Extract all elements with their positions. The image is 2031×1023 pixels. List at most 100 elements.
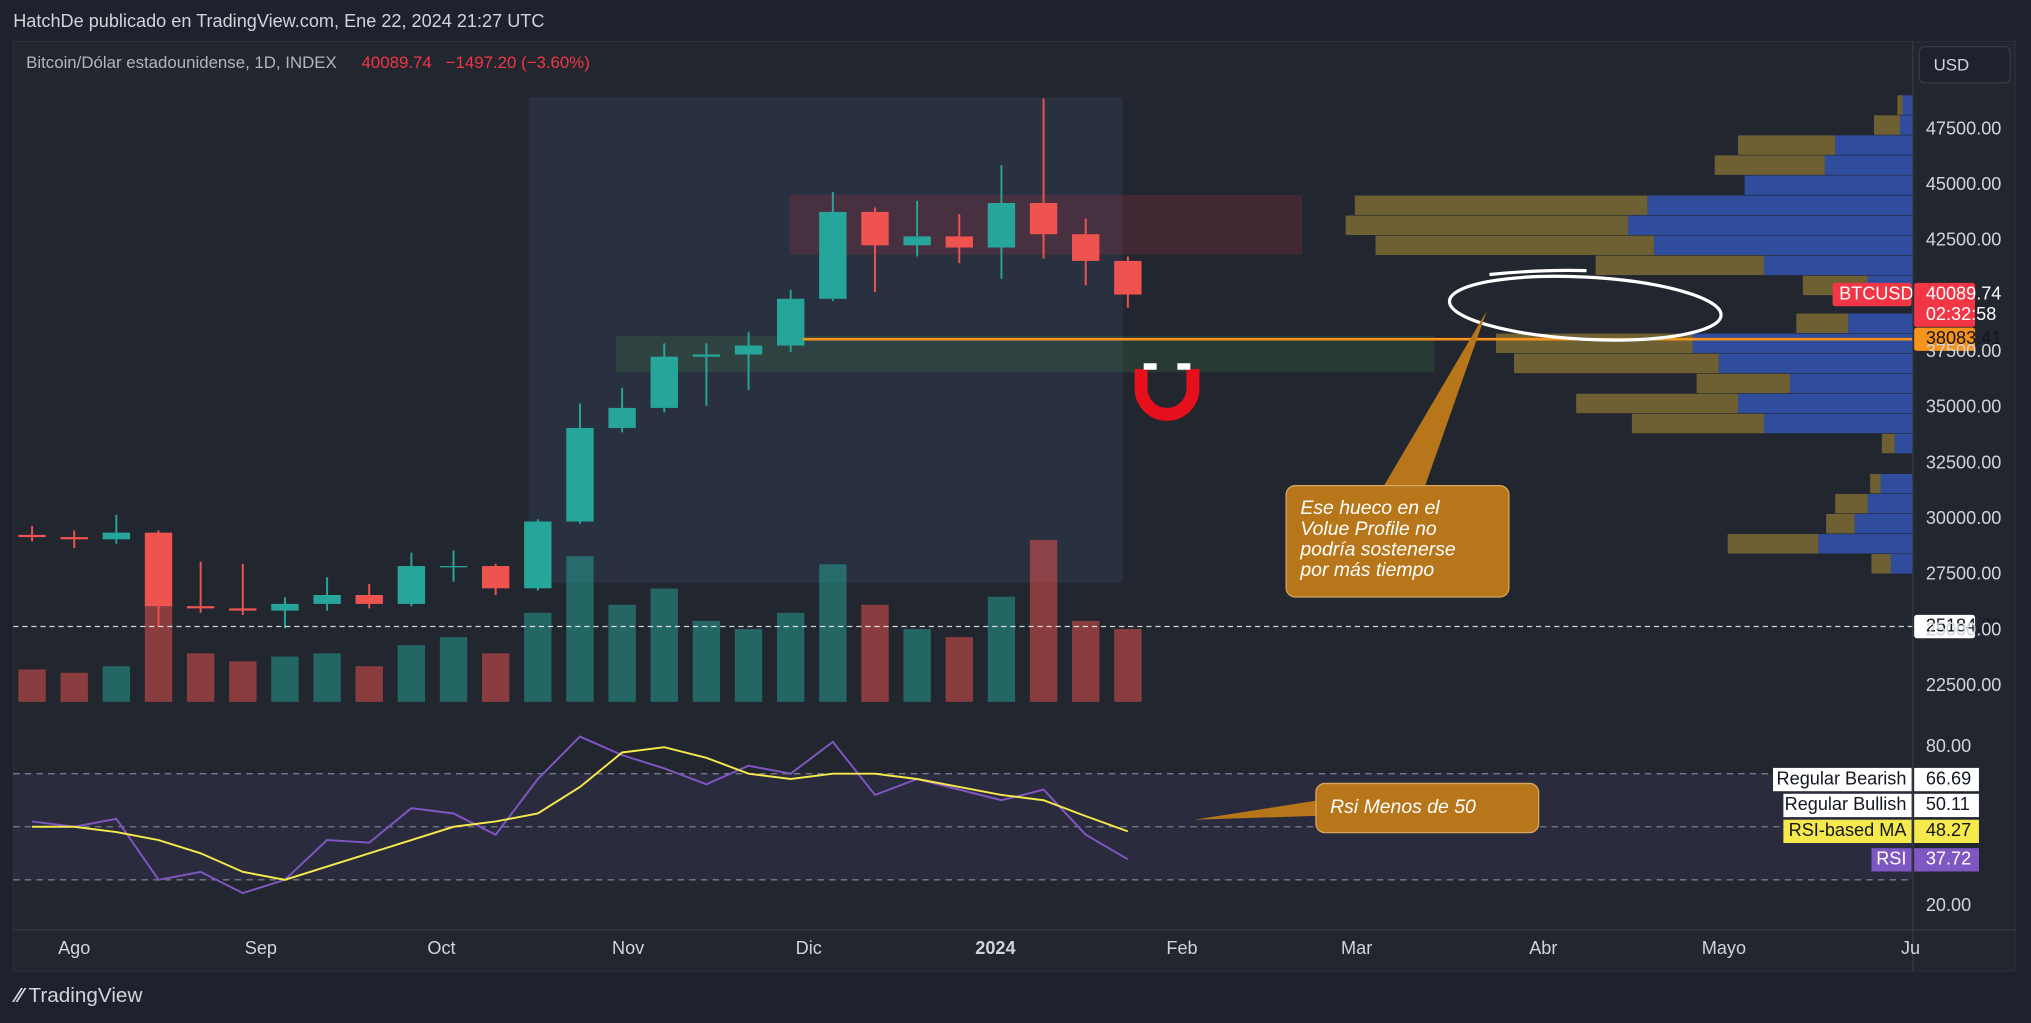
volume-bar — [692, 620, 721, 702]
volume-bar — [734, 629, 763, 702]
rsi-tag-box — [1914, 767, 1979, 792]
candle-body — [397, 566, 426, 604]
x-tick-label: Nov — [612, 938, 644, 958]
volume-bar — [186, 653, 215, 702]
axes: 22500.00 25000.00 27500.00 30000.00 32500.00… — [58, 118, 2001, 958]
candle-body — [144, 532, 173, 607]
brand-mark: ⁄⁄ — [12, 985, 29, 1008]
vp-down — [1826, 514, 1855, 534]
volume-bar — [313, 653, 341, 702]
vp-up — [1628, 215, 1913, 235]
vp-up — [1818, 534, 1913, 554]
price-change: −1497.20 (−3.60%) — [446, 53, 590, 72]
rsi-tag-name: Regular Bearish — [1777, 768, 1907, 788]
candle-body — [102, 532, 131, 540]
candle-body — [481, 566, 510, 589]
vp-down — [1714, 155, 1825, 175]
currency[interactable]: USD — [1934, 55, 1970, 74]
rsi-tag-box — [1914, 819, 1979, 844]
rsi-tag-value: 50.11 — [1926, 794, 1970, 814]
vp-up — [1718, 353, 1913, 374]
rsi-tag-box — [1914, 848, 1979, 872]
candle-body — [18, 534, 46, 538]
candle-body — [524, 521, 552, 589]
vp-down — [1375, 235, 1654, 256]
last-price: 40089.74 — [362, 53, 432, 72]
vp-down — [1874, 115, 1900, 135]
x-tick-label: Feb — [1166, 938, 1197, 958]
vp-up — [1647, 195, 1913, 215]
price-label-box — [1914, 327, 1976, 351]
callout-text: Rsi Menos de 50 — [1330, 796, 1476, 818]
brand: ⁄⁄ TradingView — [12, 985, 143, 1008]
vp-up — [1890, 554, 1913, 574]
volume-bar — [18, 669, 46, 702]
vp-up — [1789, 373, 1913, 394]
rsi-tag-name: Regular Bullish — [1785, 794, 1907, 814]
vp-up — [1763, 255, 1913, 276]
y-tick-label: 32500.00 — [1926, 452, 2002, 472]
rsi-tag-box — [1773, 767, 1912, 792]
currency-button[interactable] — [1918, 45, 2011, 84]
volume-bar — [439, 637, 468, 702]
callout-text: por más tiempo — [1299, 559, 1434, 581]
vp-down — [1897, 95, 1903, 115]
volume-bar — [861, 604, 889, 702]
candle-body — [945, 236, 973, 248]
vp-up — [1854, 514, 1913, 534]
rsi-tag-name: RSI — [1876, 849, 1906, 869]
candle-body — [186, 606, 215, 609]
y-tick-label: 25000.00 — [1926, 619, 2002, 639]
vp-up — [1867, 493, 1913, 514]
volume-bar — [355, 666, 383, 702]
vp-up — [1824, 155, 1913, 175]
callout-text: Ese hueco en el — [1300, 497, 1440, 519]
vp-up — [1894, 433, 1913, 454]
rsi-tag-name: RSI-based MA — [1789, 820, 1908, 840]
price-label: 25184.22 — [1926, 615, 2002, 635]
volume-bar — [524, 612, 552, 702]
price-label-box — [1914, 282, 1976, 327]
vp-up — [1899, 115, 1913, 135]
candle-body — [355, 594, 383, 604]
vp-down — [1595, 255, 1764, 276]
volume-bar — [481, 653, 510, 702]
rsi-tag-value: 66.69 — [1926, 768, 1971, 788]
candle-body — [1029, 202, 1058, 235]
publisher: HatchDe publicado en TradingView.com, En… — [13, 11, 544, 31]
vp-up — [1738, 393, 1913, 414]
rsi-tag-value: 48.27 — [1926, 820, 1971, 840]
callout-pointer — [1383, 310, 1487, 487]
vp-down — [1796, 313, 1849, 333]
y-tick-label: 37500.00 — [1926, 341, 2002, 361]
x-tick-label: Dic — [796, 938, 822, 958]
candle-body — [229, 608, 257, 611]
x-tick-label: Ju — [1901, 938, 1920, 958]
candle-body — [987, 202, 1016, 248]
volume-bar — [945, 637, 973, 702]
rsi-tick-label: 80.00 — [1926, 736, 1971, 756]
candle-body — [734, 345, 763, 355]
volume-bar — [819, 564, 847, 702]
callout — [1315, 782, 1540, 834]
x-tick-label: Mayo — [1702, 938, 1746, 958]
y-tick-label: 45000.00 — [1926, 174, 2002, 194]
y-tick-label: 27500.00 — [1926, 564, 2002, 584]
volume-bar — [397, 645, 426, 702]
x-tick-label: Mar — [1341, 938, 1372, 958]
brand-text: TradingView — [28, 985, 142, 1008]
vp-up — [1880, 473, 1913, 494]
volume-bar — [566, 556, 594, 702]
callout-text: Volue Profile no — [1300, 518, 1436, 540]
x-tick-label: Oct — [427, 938, 455, 958]
candles — [18, 98, 1142, 629]
price-label: 38083.41 — [1926, 328, 2002, 348]
vp-down — [1881, 433, 1895, 454]
rsi-tag-value: 37.72 — [1926, 849, 1971, 869]
candle-body — [313, 594, 341, 604]
volume-bar — [102, 666, 131, 702]
candle-body — [566, 427, 594, 522]
candle-body — [608, 407, 636, 428]
